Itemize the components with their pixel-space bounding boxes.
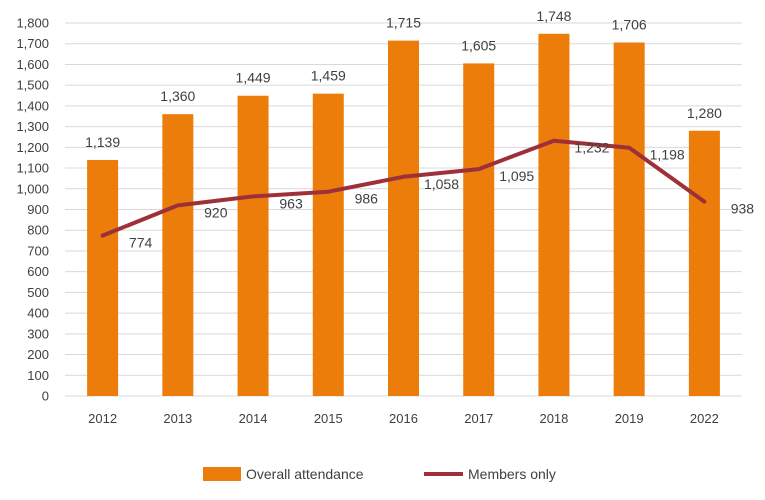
- bar: [688, 130, 720, 396]
- x-axis-tick-labels: 2012 2013 2014 2015 2016 2017 2018 2019 2022: [88, 411, 719, 426]
- x-tick-label: 2015: [314, 411, 343, 426]
- line-data-label: 1,232: [574, 140, 609, 156]
- x-tick-label: 2013: [163, 411, 192, 426]
- y-tick-label: 1,300: [16, 119, 49, 134]
- y-tick-label: 1,000: [16, 181, 49, 196]
- bar: [87, 159, 119, 396]
- line-data-label: 920: [204, 204, 228, 220]
- x-tick-label: 2014: [239, 411, 268, 426]
- y-tick-label: 200: [27, 347, 49, 362]
- line-data-label: 1,095: [499, 168, 534, 184]
- line-data-label: 1,198: [650, 147, 685, 163]
- bar-data-label: 1,139: [85, 134, 120, 150]
- bar-series-overall-attendance: [87, 33, 720, 397]
- bar-data-label: 1,605: [461, 37, 496, 53]
- line-data-label: 986: [355, 191, 379, 207]
- bar-data-labels: 1,139 1,360 1,449 1,459 1,715 1,605 1,748 1,706…: [85, 8, 722, 150]
- x-tick-label: 2016: [389, 411, 418, 426]
- bar: [613, 42, 645, 397]
- x-tick-label: 2022: [690, 411, 719, 426]
- x-tick-label: 2018: [539, 411, 568, 426]
- y-tick-label: 0: [42, 389, 49, 404]
- bar-data-label: 1,706: [612, 16, 647, 32]
- y-tick-label: 1,600: [16, 57, 49, 72]
- y-tick-label: 100: [27, 368, 49, 383]
- y-tick-label: 1,700: [16, 36, 49, 51]
- legend-swatch-overall-attendance: [203, 467, 241, 481]
- x-tick-label: 2017: [464, 411, 493, 426]
- line-data-label: 774: [129, 235, 153, 251]
- bar: [312, 93, 344, 396]
- bar: [463, 63, 495, 397]
- y-tick-label: 700: [27, 243, 49, 258]
- line-data-label: 938: [731, 201, 755, 217]
- legend-label-members-only: Members only: [468, 466, 556, 482]
- y-tick-label: 1,200: [16, 140, 49, 155]
- bar: [388, 40, 419, 396]
- line-data-label: 963: [279, 195, 303, 211]
- bar-data-label: 1,280: [687, 105, 722, 121]
- bar-data-label: 1,459: [311, 68, 346, 84]
- line-data-label: 1,058: [424, 176, 459, 192]
- y-axis-tick-labels: 0 100 200 300 400 500 600 700 800 900 1,000 1,100 1,…: [16, 16, 49, 404]
- bar-data-label: 1,360: [160, 88, 195, 104]
- y-tick-label: 900: [27, 202, 49, 217]
- y-tick-label: 1,400: [16, 98, 49, 113]
- y-tick-label: 800: [27, 223, 49, 238]
- bar: [162, 114, 194, 396]
- bar-data-label: 1,748: [536, 8, 571, 24]
- bar: [538, 33, 570, 397]
- bar-data-label: 1,715: [386, 15, 421, 31]
- x-tick-label: 2012: [88, 411, 117, 426]
- y-tick-label: 1,800: [16, 16, 49, 31]
- y-tick-label: 400: [27, 306, 49, 321]
- bar-data-label: 1,449: [236, 70, 271, 86]
- x-tick-label: 2019: [615, 411, 644, 426]
- bar: [237, 95, 269, 397]
- line-data-labels: 774 920 963 986 1,058 1,095 1,232 1,198 938: [129, 140, 754, 251]
- y-tick-label: 500: [27, 285, 49, 300]
- legend-label-overall-attendance: Overall attendance: [246, 466, 364, 482]
- y-tick-label: 1,500: [16, 78, 49, 93]
- line-series-members-only: [100, 138, 707, 238]
- y-tick-label: 300: [27, 326, 49, 341]
- legend: Overall attendance Members only: [203, 466, 556, 482]
- y-tick-label: 600: [27, 264, 49, 279]
- y-tick-label: 1,100: [16, 161, 49, 176]
